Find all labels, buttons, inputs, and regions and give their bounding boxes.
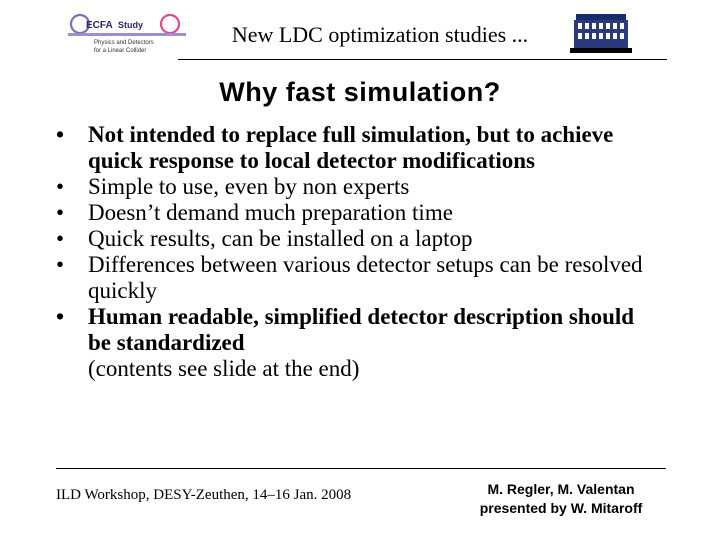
logo-text-sub1: Physics and Detectors	[94, 40, 154, 46]
bullet-dot-icon: •	[56, 122, 65, 147]
bullet-item: • Human readable, simplified detector des…	[56, 304, 656, 382]
bullet-item: • Not intended to replace full simulation…	[56, 122, 656, 174]
slide-title: Why fast simulation?	[219, 77, 501, 107]
bullet-list: • Not intended to replace full simulation…	[56, 122, 656, 382]
bullet-text: Human readable, simplified detector desc…	[88, 304, 635, 355]
footer-divider	[56, 468, 666, 469]
bullet-dot-icon: •	[56, 252, 65, 277]
institute-logo	[570, 10, 632, 56]
ecfa-study-logo: ECFA Study Physics and Detectors for a L…	[66, 12, 188, 58]
bullet-text: Differences between various detector set…	[88, 252, 643, 303]
header-divider	[178, 59, 667, 60]
footer-authors: M. Regler, M. Valentan presented by W. M…	[446, 480, 676, 518]
logo-text-study: Study	[118, 20, 143, 30]
bullet-item: • Quick results, can be installed on a la…	[56, 226, 656, 252]
bullet-dot-icon: •	[56, 304, 65, 329]
bullet-item: • Doesn’t demand much preparation time	[56, 200, 656, 226]
logo-text-main: ECFA	[86, 20, 113, 31]
bullet-text: Quick results, can be installed on a lap…	[88, 226, 473, 251]
bullet-note: (contents see slide at the end)	[88, 356, 360, 381]
bullet-text: Not intended to replace full simulation,…	[88, 122, 614, 173]
bullet-item: • Differences between various detector se…	[56, 252, 656, 304]
footer-event: ILD Workshop, DESY-Zeuthen, 14–16 Jan. 2…	[56, 487, 352, 503]
bullet-dot-icon: •	[56, 200, 65, 225]
bullet-dot-icon: •	[56, 226, 65, 251]
footer-authors-line1: M. Regler, M. Valentan	[487, 481, 635, 497]
logo-text-sub2: for a Linear Collider	[94, 48, 146, 54]
bullet-item: • Simple to use, even by non experts	[56, 174, 656, 200]
footer-authors-line2: presented by W. Mitaroff	[479, 500, 643, 516]
bullet-text: Doesn’t demand much preparation time	[88, 200, 453, 225]
bullet-dot-icon: •	[56, 174, 65, 199]
header-title: New LDC optimization studies ...	[231, 22, 529, 47]
bullet-text: Simple to use, even by non experts	[88, 174, 410, 199]
